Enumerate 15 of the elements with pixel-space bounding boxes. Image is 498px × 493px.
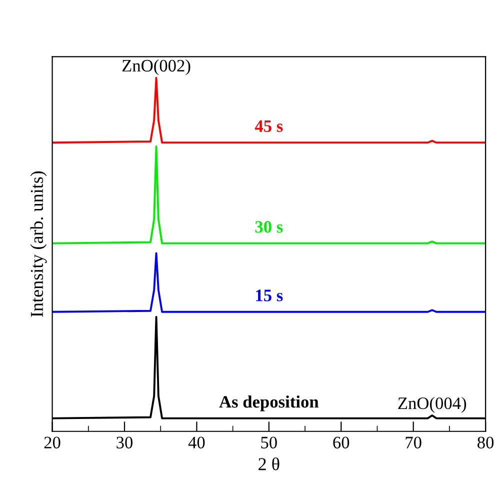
- series-label: 30 s: [255, 221, 283, 233]
- series-label: 15 s: [256, 290, 283, 302]
- y-axis-title: Intensity (arb. units): [30, 171, 47, 317]
- series-label: As deposition: [219, 395, 319, 412]
- x-tick-label: 70: [406, 436, 422, 448]
- series-label: 45 s: [254, 120, 283, 132]
- x-tick-label: 50: [261, 436, 277, 448]
- annotation: ZnO(004): [398, 396, 466, 413]
- x-tick-label: 20: [44, 436, 60, 448]
- x-tick-label: 60: [333, 436, 350, 448]
- annotation: ZnO(002): [122, 59, 190, 76]
- x-axis-title: 2 θ: [258, 457, 280, 470]
- x-tick-label: 80: [478, 436, 494, 448]
- x-tick-label: 30: [116, 436, 133, 448]
- x-tick-label: 40: [188, 436, 205, 448]
